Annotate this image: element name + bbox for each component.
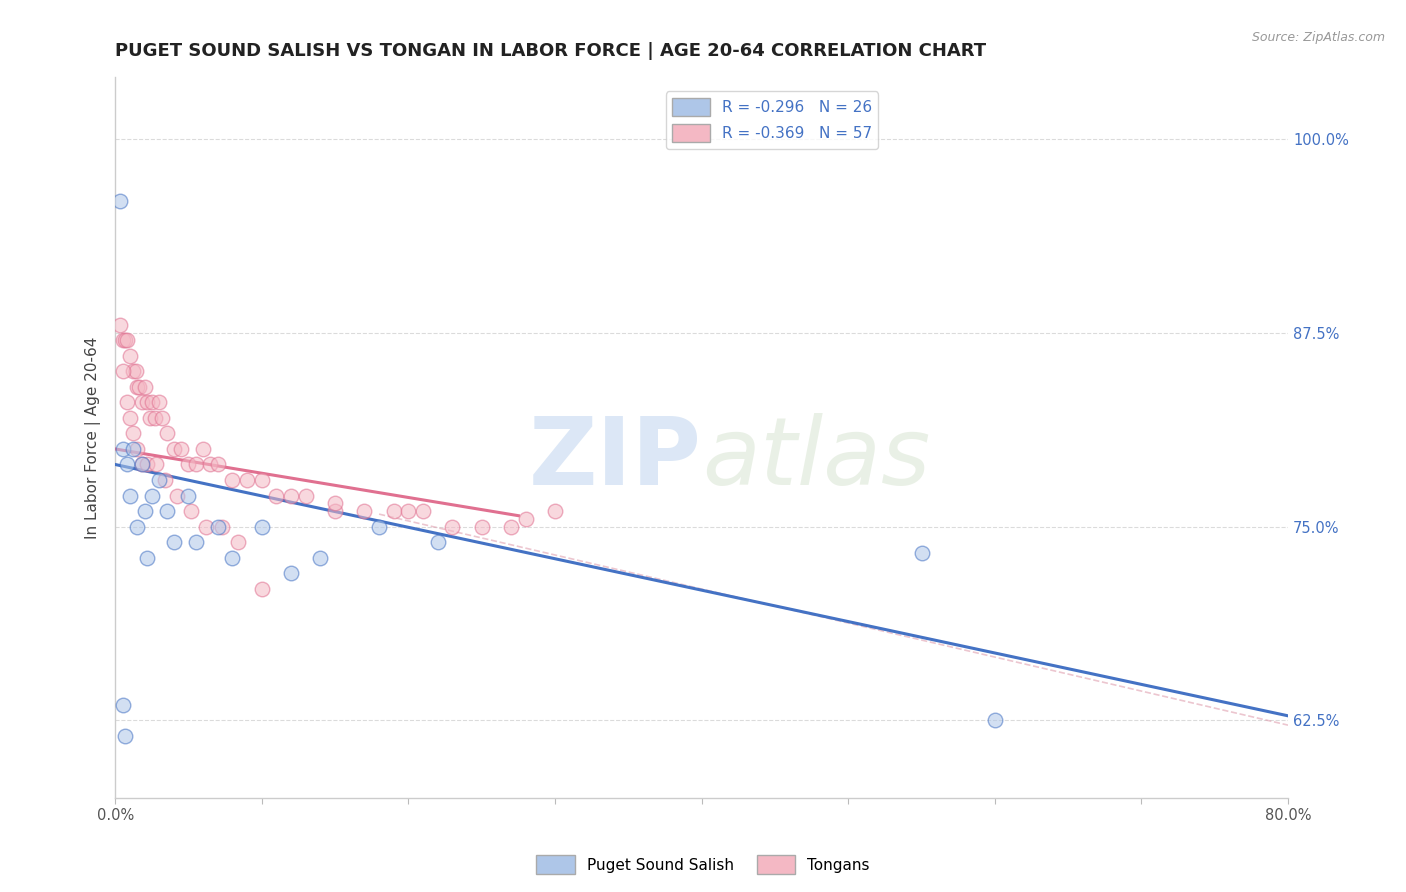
Point [136, 550, 159, 565]
Point [250, 519, 273, 533]
Point [207, 519, 229, 533]
Point [266, 489, 288, 503]
Point [195, 519, 218, 533]
Point [155, 426, 177, 441]
Point [200, 458, 222, 472]
Point [134, 380, 156, 394]
Point [170, 442, 193, 456]
Point [111, 698, 134, 712]
Point [323, 496, 346, 510]
Point [134, 504, 156, 518]
Point [368, 519, 391, 533]
Point [131, 458, 153, 472]
Point [143, 411, 166, 425]
Point [127, 519, 149, 533]
Point [236, 473, 259, 487]
Point [221, 473, 243, 487]
Point [127, 442, 149, 456]
Point [121, 364, 143, 378]
Point [250, 582, 273, 596]
Point [323, 504, 346, 518]
Point [163, 442, 186, 456]
Point [125, 364, 148, 378]
Point [131, 395, 153, 409]
Point [177, 489, 200, 503]
Point [121, 442, 143, 456]
Point [166, 489, 188, 503]
Point [139, 411, 162, 425]
Point [127, 380, 149, 394]
Y-axis label: In Labor Force | Age 20-64: In Labor Force | Age 20-64 [86, 336, 101, 539]
Point [211, 519, 233, 533]
Point [177, 458, 200, 472]
Point [111, 364, 134, 378]
Point [150, 411, 173, 425]
Point [111, 442, 134, 456]
Point [118, 489, 141, 503]
Point [141, 395, 163, 409]
Point [136, 458, 159, 472]
Point [441, 519, 464, 533]
Point [114, 729, 136, 743]
Point [515, 512, 537, 526]
Point [471, 519, 494, 533]
Point [108, 318, 131, 332]
Point [118, 349, 141, 363]
Point [184, 458, 207, 472]
Point [294, 489, 316, 503]
Point [136, 395, 159, 409]
Text: atlas: atlas [702, 414, 929, 505]
Point [984, 714, 1007, 728]
Point [207, 458, 229, 472]
Point [131, 458, 153, 472]
Point [382, 504, 405, 518]
Point [412, 504, 434, 518]
Point [115, 395, 138, 409]
Point [396, 504, 419, 518]
Point [148, 473, 170, 487]
Point [111, 334, 134, 348]
Legend: Puget Sound Salish, Tongans: Puget Sound Salish, Tongans [530, 849, 876, 880]
Point [280, 489, 302, 503]
Text: PUGET SOUND SALISH VS TONGAN IN LABOR FORCE | AGE 20-64 CORRELATION CHART: PUGET SOUND SALISH VS TONGAN IN LABOR FO… [115, 42, 987, 60]
Text: Source: ZipAtlas.com: Source: ZipAtlas.com [1251, 31, 1385, 45]
Point [250, 473, 273, 487]
Point [128, 380, 150, 394]
Point [353, 504, 375, 518]
Legend: R = -0.296   N = 26, R = -0.369   N = 57: R = -0.296 N = 26, R = -0.369 N = 57 [665, 92, 879, 149]
Point [544, 504, 567, 518]
Point [180, 504, 202, 518]
Point [228, 535, 250, 549]
Point [309, 550, 332, 565]
Point [221, 550, 243, 565]
Point [163, 535, 186, 549]
Point [145, 458, 167, 472]
Point [108, 194, 131, 208]
Point [184, 535, 207, 549]
Point [191, 442, 214, 456]
Point [153, 473, 176, 487]
Text: ZIP: ZIP [529, 413, 702, 505]
Point [121, 426, 143, 441]
Point [118, 411, 141, 425]
Point [114, 334, 136, 348]
Point [155, 504, 177, 518]
Point [426, 535, 449, 549]
Point [910, 546, 932, 560]
Point [141, 489, 163, 503]
Point [115, 458, 138, 472]
Point [499, 519, 522, 533]
Point [148, 395, 170, 409]
Point [280, 566, 302, 580]
Point [115, 334, 138, 348]
